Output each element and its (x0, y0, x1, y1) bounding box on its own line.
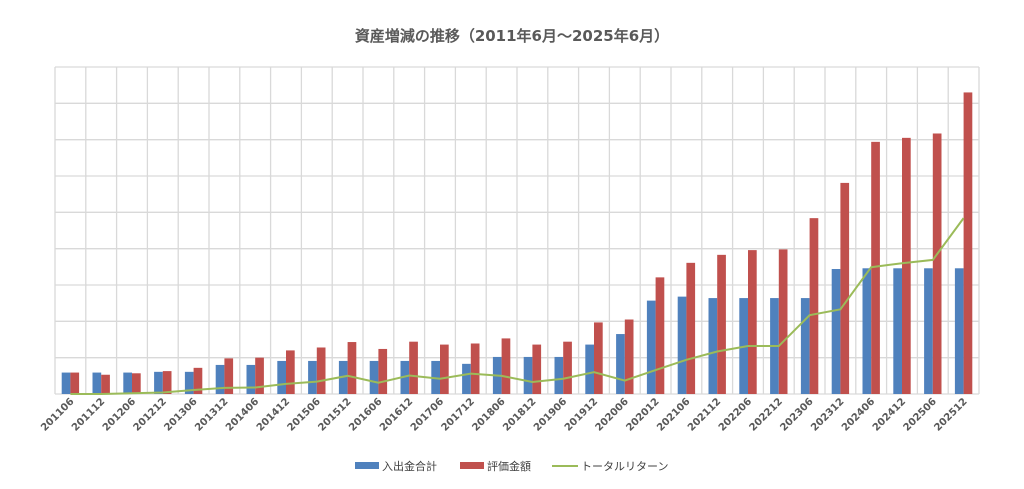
bar-201312-s0 (215, 364, 225, 394)
bar-202406-s0 (862, 268, 872, 394)
bar-201212-s0 (154, 371, 163, 394)
bar-201212-s1 (162, 371, 172, 394)
bar-202512-s0 (954, 268, 964, 394)
bar-201406-s1 (255, 357, 264, 394)
bar-201606-s0 (369, 360, 379, 394)
bar-202506-s1 (932, 133, 942, 395)
bar-202312-s1 (840, 182, 850, 394)
legend-item-0[interactable]: 入出金合計 (355, 459, 437, 473)
legend-item-2[interactable]: トータルリターン (552, 460, 668, 473)
legend-item-1[interactable]: 評価金額 (460, 459, 531, 473)
bar-201106-s0 (61, 372, 71, 394)
bar-201806-s1 (501, 338, 511, 394)
bar-202306-s0 (800, 298, 810, 394)
bar-201712-s1 (470, 343, 480, 394)
bar-201112-s0 (92, 372, 102, 394)
bar-202412-s0 (893, 268, 902, 394)
bar-202506-s0 (924, 268, 933, 394)
bar-201912-s1 (594, 322, 603, 394)
bar-202106-s0 (677, 296, 687, 394)
bar-202006-s1 (624, 319, 634, 394)
bar-201512-s1 (347, 342, 357, 394)
bar-201412-s0 (277, 360, 286, 394)
bar-201912-s0 (585, 344, 594, 394)
bar-202206-s1 (748, 250, 757, 394)
bar-201812-s1 (532, 344, 542, 394)
line-series (70, 217, 965, 395)
chart-title: 資産増減の推移（2011年6月～2025年6月） (355, 27, 669, 45)
bar-201612-s1 (409, 341, 418, 394)
bar-202012-s0 (646, 300, 656, 394)
grid (54, 66, 980, 395)
legend-label: トータルリターン (581, 460, 668, 473)
bar-202406-s1 (871, 141, 880, 394)
bar-201506-s0 (308, 360, 317, 394)
bar-201906-s0 (554, 356, 564, 394)
bar-201312-s1 (224, 358, 234, 394)
line-トータルリターン (70, 217, 965, 395)
legend-swatch (460, 462, 484, 469)
legend: 入出金合計 評価金額 トータルリターン (355, 459, 668, 473)
bar-201412-s1 (286, 350, 295, 394)
bar-202112-s1 (717, 254, 726, 394)
legend-label: 評価金額 (487, 459, 531, 473)
bar-202512-s1 (963, 92, 973, 394)
bar-201306-s1 (193, 367, 203, 394)
bar-202012-s1 (655, 277, 665, 394)
bar-201606-s1 (378, 348, 388, 394)
bar-201106-s1 (70, 372, 80, 394)
bar-202212-s1 (778, 249, 788, 394)
bar-201706-s1 (440, 344, 449, 394)
bar-201406-s0 (246, 364, 256, 394)
bar-201306-s0 (184, 371, 194, 394)
bar-201906-s1 (563, 341, 572, 394)
bar-201112-s1 (101, 374, 110, 394)
bar-202106-s1 (686, 262, 696, 394)
bar-202006-s0 (616, 334, 625, 394)
legend-label: 入出金合計 (382, 459, 437, 473)
x-tick-label: 202512 (932, 396, 969, 433)
legend-swatch (355, 462, 379, 469)
bar-202112-s0 (708, 298, 718, 394)
bar-201206-s1 (132, 373, 141, 394)
bar-201712-s0 (462, 363, 471, 394)
x-axis-ticks: 2011062011122012062012122013062013122014… (39, 396, 970, 433)
bar-201506-s1 (316, 347, 326, 394)
bar-202412-s1 (902, 137, 911, 394)
bar-202306-s1 (809, 218, 819, 394)
bar-201206-s0 (123, 372, 132, 394)
bar-202312-s0 (831, 269, 841, 394)
bar-201812-s0 (523, 356, 533, 394)
